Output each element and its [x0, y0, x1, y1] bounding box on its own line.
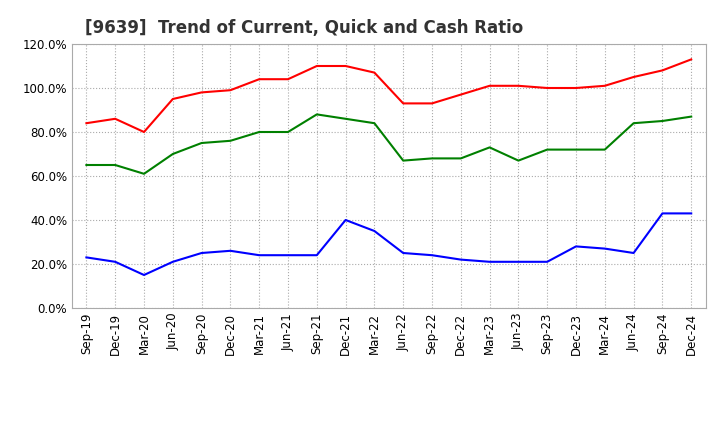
Quick Ratio [255, 129, 264, 135]
Current Ratio [543, 85, 552, 91]
Cash Ratio [658, 211, 667, 216]
Current Ratio [572, 85, 580, 91]
Cash Ratio [111, 259, 120, 264]
Current Ratio [514, 83, 523, 88]
Current Ratio [370, 70, 379, 75]
Quick Ratio [284, 129, 292, 135]
Quick Ratio [168, 151, 177, 157]
Quick Ratio [341, 116, 350, 121]
Quick Ratio [456, 156, 465, 161]
Cash Ratio [140, 272, 148, 278]
Current Ratio [485, 83, 494, 88]
Quick Ratio [485, 145, 494, 150]
Cash Ratio [456, 257, 465, 262]
Cash Ratio [629, 250, 638, 256]
Current Ratio [197, 90, 206, 95]
Current Ratio [168, 96, 177, 102]
Current Ratio [399, 101, 408, 106]
Quick Ratio [572, 147, 580, 152]
Text: [9639]  Trend of Current, Quick and Cash Ratio: [9639] Trend of Current, Quick and Cash … [85, 19, 523, 37]
Cash Ratio [514, 259, 523, 264]
Cash Ratio [370, 228, 379, 234]
Quick Ratio [399, 158, 408, 163]
Current Ratio [140, 129, 148, 135]
Quick Ratio [197, 140, 206, 146]
Cash Ratio [572, 244, 580, 249]
Current Ratio [658, 68, 667, 73]
Cash Ratio [168, 259, 177, 264]
Current Ratio [111, 116, 120, 121]
Quick Ratio [428, 156, 436, 161]
Cash Ratio [341, 217, 350, 223]
Current Ratio [312, 63, 321, 69]
Cash Ratio [284, 253, 292, 258]
Cash Ratio [428, 253, 436, 258]
Cash Ratio [255, 253, 264, 258]
Line: Current Ratio: Current Ratio [86, 59, 691, 132]
Quick Ratio [600, 147, 609, 152]
Cash Ratio [485, 259, 494, 264]
Line: Cash Ratio: Cash Ratio [86, 213, 691, 275]
Quick Ratio [111, 162, 120, 168]
Cash Ratio [399, 250, 408, 256]
Current Ratio [226, 88, 235, 93]
Quick Ratio [312, 112, 321, 117]
Quick Ratio [82, 162, 91, 168]
Quick Ratio [140, 171, 148, 176]
Current Ratio [428, 101, 436, 106]
Cash Ratio [312, 253, 321, 258]
Current Ratio [82, 121, 91, 126]
Quick Ratio [370, 121, 379, 126]
Current Ratio [341, 63, 350, 69]
Line: Quick Ratio: Quick Ratio [86, 114, 691, 174]
Current Ratio [255, 77, 264, 82]
Current Ratio [687, 57, 696, 62]
Quick Ratio [687, 114, 696, 119]
Quick Ratio [226, 138, 235, 143]
Current Ratio [600, 83, 609, 88]
Quick Ratio [629, 121, 638, 126]
Cash Ratio [82, 255, 91, 260]
Cash Ratio [226, 248, 235, 253]
Current Ratio [456, 92, 465, 97]
Cash Ratio [543, 259, 552, 264]
Current Ratio [629, 74, 638, 80]
Quick Ratio [514, 158, 523, 163]
Quick Ratio [543, 147, 552, 152]
Quick Ratio [658, 118, 667, 124]
Cash Ratio [687, 211, 696, 216]
Cash Ratio [600, 246, 609, 251]
Cash Ratio [197, 250, 206, 256]
Current Ratio [284, 77, 292, 82]
